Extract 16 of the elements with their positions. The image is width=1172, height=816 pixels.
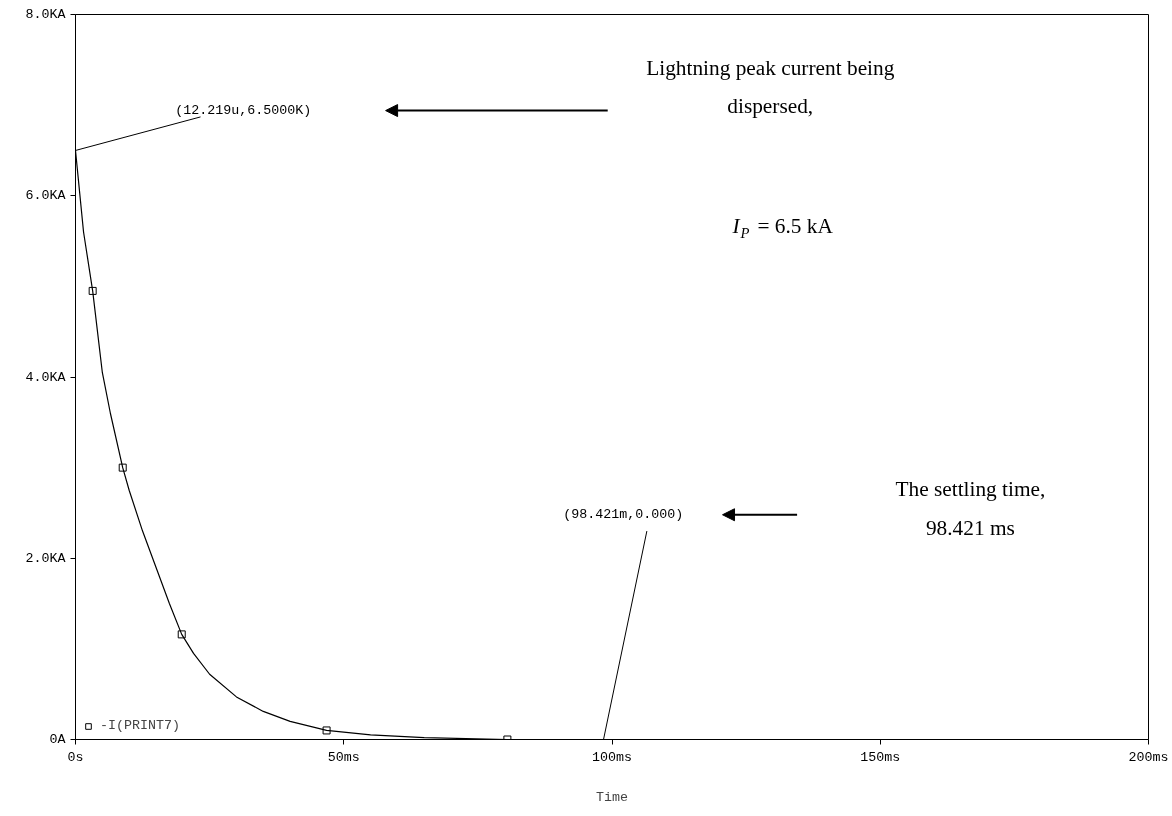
annotation: (12.219u,6.5000K) — [175, 103, 312, 119]
y-tick-label: 4.0KA — [25, 369, 66, 385]
x-tick-label: 100ms — [592, 749, 632, 765]
y-tick-label: 8.0KA — [25, 7, 66, 22]
x-tick-label: 200ms — [1128, 749, 1169, 765]
annotation: Lightning peak current being dispersed, — [646, 55, 895, 119]
x-tick-label: 50ms — [327, 749, 360, 765]
annotation: The settling time, 98.421 ms — [895, 477, 1046, 540]
x-axis-title: Time — [596, 789, 628, 805]
y-tick-label: 6.0KA — [25, 188, 66, 204]
x-tick-label: 150ms — [860, 749, 901, 765]
x-tick-label: 0s — [67, 749, 84, 765]
legend-label: -I(PRINT7) — [100, 718, 180, 733]
y-tick-label: 0A — [49, 732, 66, 747]
annotation: (98.421m,0.000) — [563, 507, 684, 523]
y-tick-label: 2.0KA — [25, 550, 66, 566]
